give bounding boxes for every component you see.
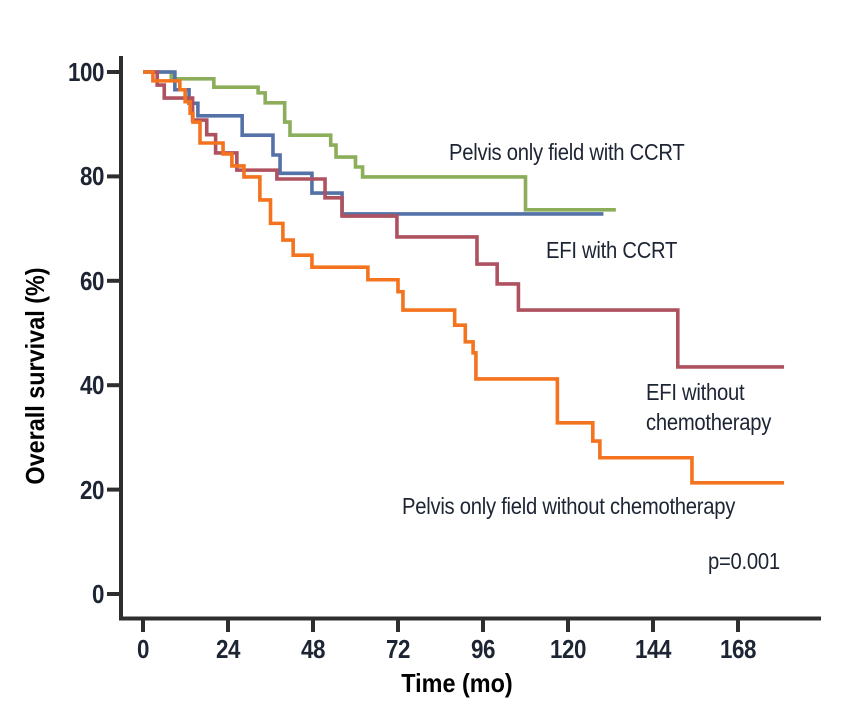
x-tick-label-72: 72: [385, 634, 410, 664]
y-tick-label-20: 20: [79, 474, 104, 505]
x-tick-label-96: 96: [470, 634, 495, 664]
x-axis-title: Time (mo): [401, 668, 513, 698]
x-tick-label-120: 120: [549, 634, 587, 664]
curve-label-efi-with-ccrt: EFI with CCRT: [546, 236, 678, 263]
y-tick-label-40: 40: [79, 370, 104, 401]
x-tick-label-48: 48: [300, 634, 325, 664]
curve-label-efi-without-chemotherapy: EFI without chemotherapy: [645, 378, 772, 435]
x-tick-label-0: 0: [136, 634, 150, 664]
x-tick-label-168: 168: [719, 634, 757, 664]
y-tick-label-80: 80: [79, 161, 104, 192]
y-tick-label-100: 100: [67, 57, 104, 87]
x-tick-label-144: 144: [634, 634, 672, 664]
y-tick-label-0: 0: [91, 579, 104, 609]
series-line-efi-without-chemotherapy: [143, 70, 785, 369]
series-line-pelvis-only-field-without-chemotherapy: [143, 70, 785, 485]
series-line-pelvis-only-field-with-ccrt: [143, 70, 616, 212]
y-tick-label-60: 60: [79, 265, 104, 296]
curve-label-pelvis-only-field-without-chemotherapy: Pelvis only field without chemotherapy: [401, 493, 735, 520]
x-tick-label-24: 24: [215, 634, 240, 664]
curve-label-pelvis-only-field-with-ccrt: Pelvis only field with CCRT: [449, 138, 685, 165]
curve-label-p-value: p=0.001: [707, 548, 780, 575]
